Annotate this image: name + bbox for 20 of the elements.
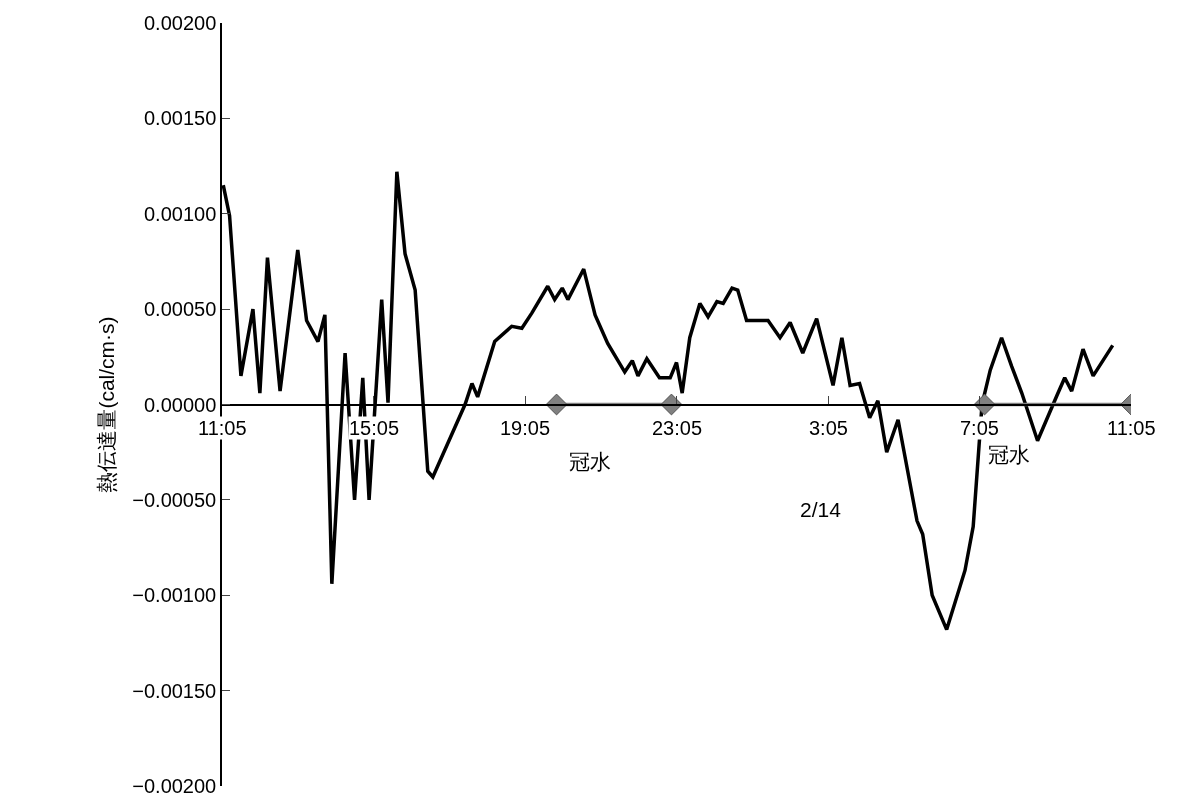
- x-tick-label: 19:05: [500, 417, 551, 439]
- y-tick-label: 0.00100: [143, 202, 217, 225]
- y-tick-label: −0.00150: [132, 679, 217, 702]
- x-tick-label: 15:05: [349, 417, 400, 439]
- x-tick-label: 3:05: [809, 417, 848, 439]
- y-tick-label: 0.00000: [143, 393, 217, 416]
- y-tick-label: 0.00200: [143, 12, 217, 34]
- x-tick-label: 11:05: [198, 417, 247, 439]
- y-tick-label: −0.00050: [132, 488, 217, 511]
- y-axis-title: 熱伝達量(cal/cm·s): [94, 316, 118, 493]
- y-tick-label: 0.00050: [143, 298, 217, 321]
- x-tick-label: 11:05: [1107, 417, 1156, 439]
- annotation: 冠水: [988, 443, 1030, 466]
- y-tick-label: 0.00150: [143, 107, 217, 130]
- annotation: 2/14: [800, 498, 842, 521]
- x-tick-label: 23:05: [652, 417, 703, 439]
- annotation: 冠水: [569, 450, 611, 473]
- y-tick-label: −0.00100: [132, 584, 217, 607]
- y-tick-label: −0.00200: [132, 775, 217, 797]
- x-tick-label: 7:05: [960, 417, 999, 439]
